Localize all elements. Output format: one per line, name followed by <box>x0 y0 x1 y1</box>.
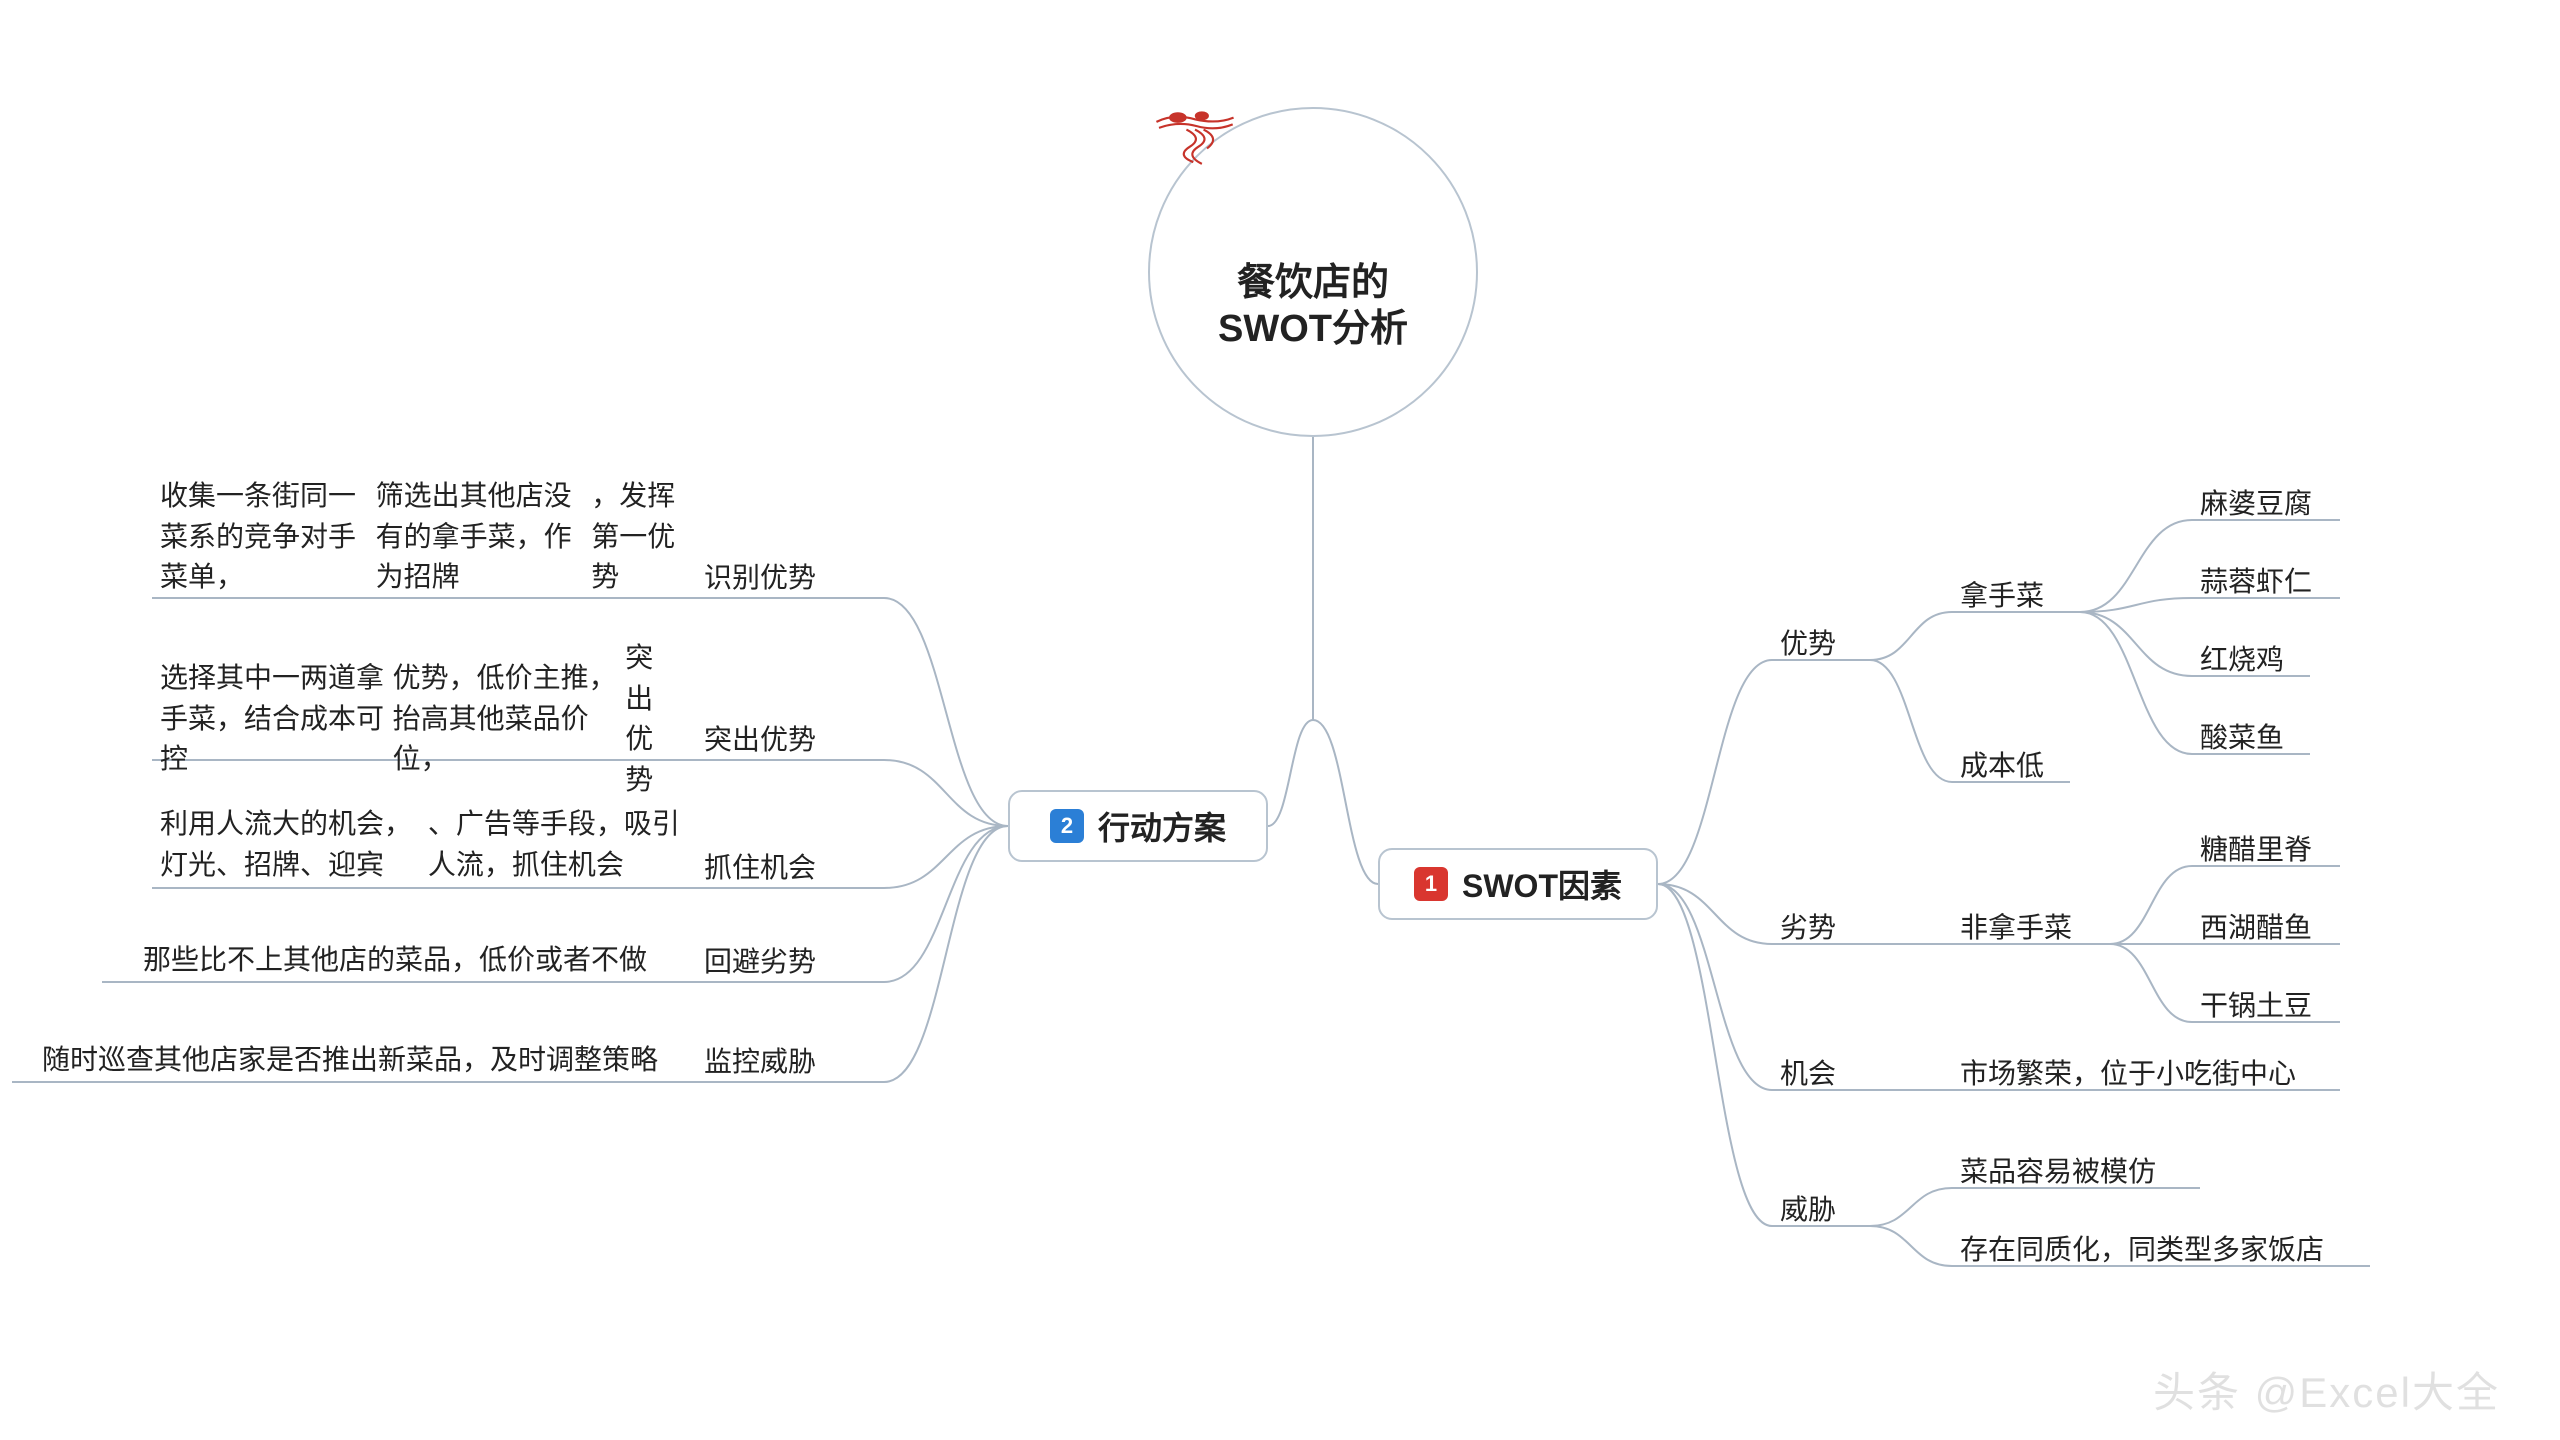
right-node-0-0: 优势 <box>1780 622 1836 662</box>
left-label-2: 抓住机会 <box>704 846 816 886</box>
right-node-2-0-0-2: 红烧鸡 <box>2200 638 2284 678</box>
main-action-plan: 2 行动方案 <box>1008 790 1268 862</box>
landscape-icon <box>1268 191 1358 251</box>
left-detail-2: 利用人流大的机会，灯光、招牌、迎宾、广告等手段，吸引人流，抓住机会 <box>160 804 680 885</box>
left-detail-4: 随时巡查其他店家是否推出新菜品，及时调整策略 <box>20 1040 680 1081</box>
right-node-1-3-1: 存在同质化，同类型多家饭店 <box>1960 1228 2324 1268</box>
left-detail-3: 那些比不上其他店的菜品，低价或者不做 <box>110 940 680 981</box>
left-label-4: 监控威胁 <box>704 1040 816 1080</box>
left-label-3: 回避劣势 <box>704 940 816 980</box>
left-label-0: 识别优势 <box>704 556 816 596</box>
right-node-1-3-0: 菜品容易被模仿 <box>1960 1150 2156 1190</box>
main-swot-factors-badge: 1 <box>1414 867 1448 901</box>
main-swot-factors-label: SWOT因素 <box>1462 861 1622 907</box>
right-node-0-1: 劣势 <box>1780 906 1836 946</box>
left-label-1: 突出优势 <box>704 718 816 758</box>
right-node-2-0-0-3: 酸菜鱼 <box>2200 716 2284 756</box>
right-node-0-2: 机会 <box>1780 1052 1836 1092</box>
left-detail-0: 收集一条街同一菜系的竞争对手菜单，筛选出其他店没有的拿手菜，作为招牌，发挥第一优… <box>160 476 680 598</box>
main-action-plan-label: 行动方案 <box>1098 803 1226 849</box>
right-node-1-2-0: 市场繁荣，位于小吃街中心 <box>1960 1052 2296 1092</box>
left-detail-1: 选择其中一两道拿手菜，结合成本可控优势，低价主推，抬高其他菜品价位，突出优势 <box>160 638 680 800</box>
right-node-2-0-0-1: 蒜蓉虾仁 <box>2200 560 2312 600</box>
watermark: 头条 @Excel大全 <box>2153 1359 2500 1420</box>
right-node-2-1-0-1: 西湖醋鱼 <box>2200 906 2312 946</box>
main-swot-factors: 1 SWOT因素 <box>1378 848 1658 920</box>
right-node-0-3: 威胁 <box>1780 1188 1836 1228</box>
central-title-line1: 餐饮店的 <box>1237 261 1389 307</box>
main-action-plan-badge: 2 <box>1050 809 1084 843</box>
right-node-2-1-0-0: 糖醋里脊 <box>2200 828 2312 868</box>
right-node-1-0-0: 拿手菜 <box>1960 574 2044 614</box>
central-title-line2: SWOT分析 <box>1218 307 1408 353</box>
right-node-1-1-0: 非拿手菜 <box>1960 906 2072 946</box>
right-node-2-1-0-2: 干锅土豆 <box>2200 984 2312 1024</box>
right-node-2-0-0-0: 麻婆豆腐 <box>2200 482 2312 522</box>
right-node-1-0-1: 成本低 <box>1960 744 2044 784</box>
central-topic: 餐饮店的SWOT分析 <box>1148 107 1478 437</box>
